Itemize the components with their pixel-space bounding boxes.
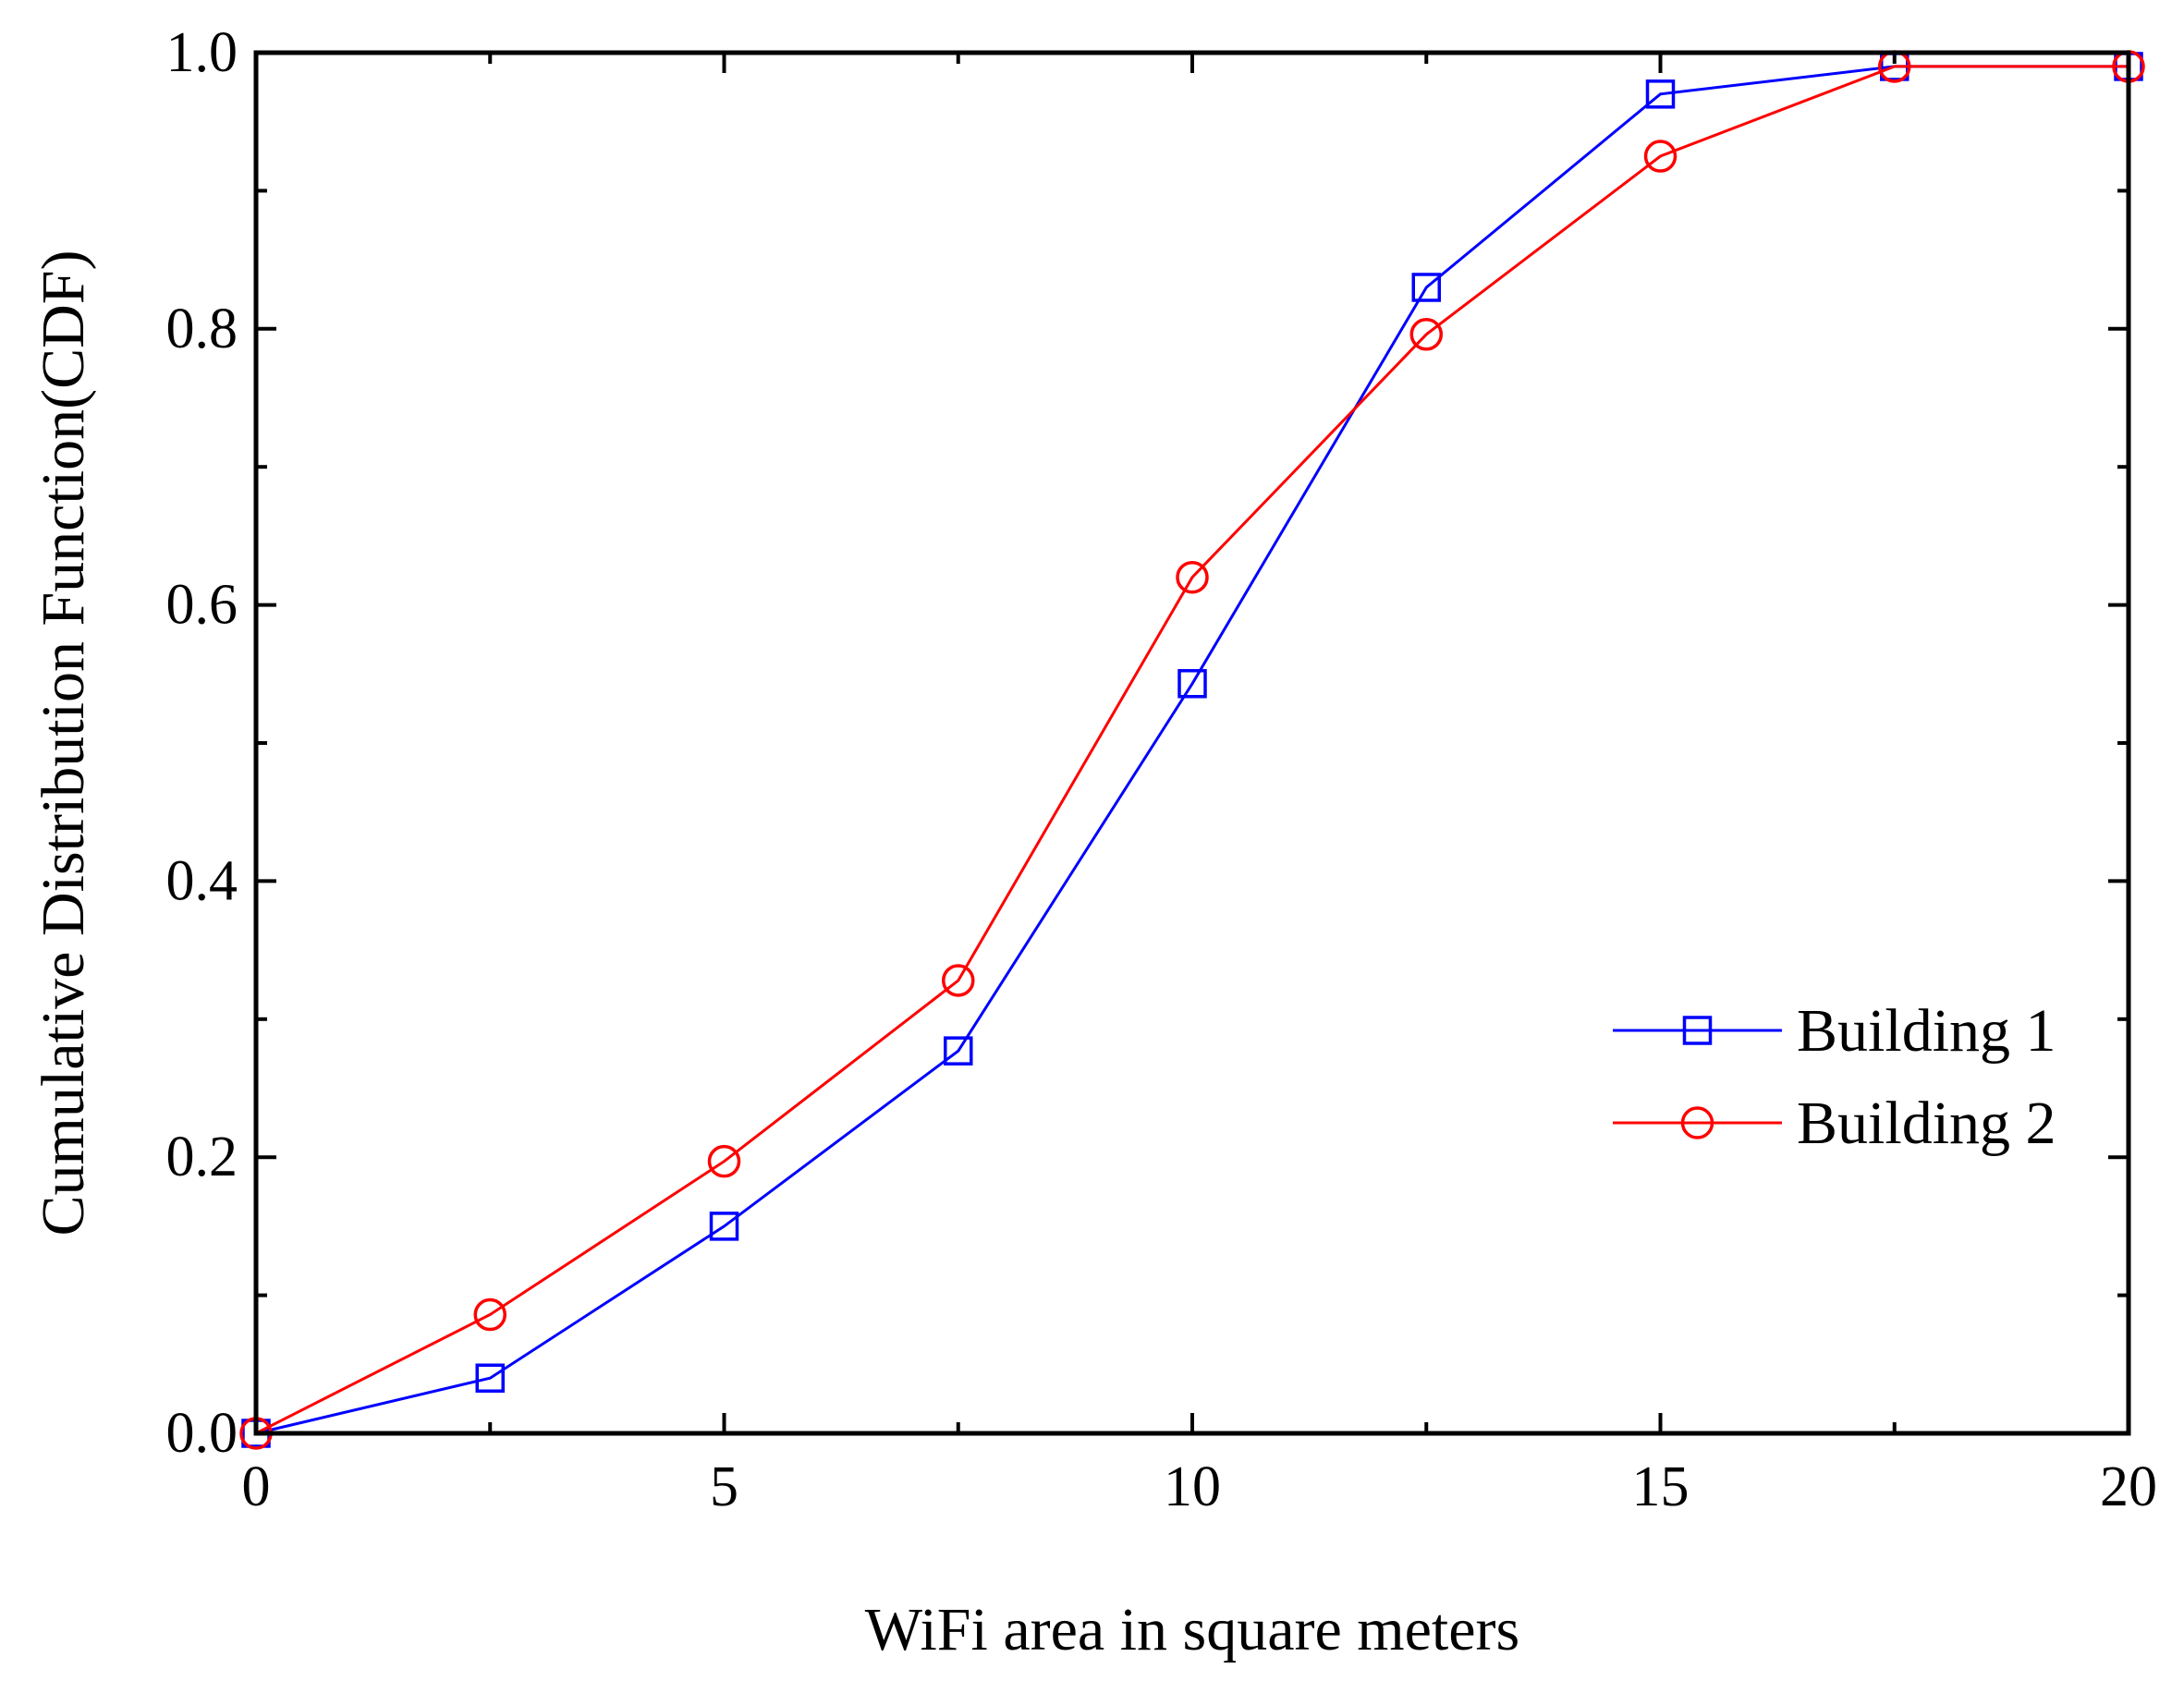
axis-ticks [254, 51, 2130, 1435]
series-2 [239, 50, 2145, 1450]
series-2-line [255, 65, 2129, 1435]
legend-label: Building 2 [1797, 1090, 2056, 1157]
x-tick-label: 15 [1632, 1456, 1690, 1518]
series-1-line [255, 65, 2129, 1435]
plot-frame [253, 50, 2131, 1436]
y-tick-label: 0.8 [166, 298, 238, 360]
series-layer [239, 50, 2145, 1450]
legend: Building 1 Building 2 [1613, 997, 2056, 1157]
x-tick-label: 5 [710, 1456, 738, 1518]
series-1-point [1411, 273, 1441, 302]
legend-marker [1680, 1106, 1714, 1139]
x-tick-label: 0 [242, 1456, 271, 1518]
x-tick-label: 20 [2100, 1456, 2157, 1518]
series-2-point [1409, 318, 1443, 351]
y-tick-label: 0.6 [166, 574, 238, 637]
series-1-point [1645, 79, 1676, 109]
series-1-point [709, 1212, 739, 1241]
series-1-point [475, 1363, 505, 1393]
y-axis-title: Cumulative Distribution Function(CDF) [30, 250, 97, 1236]
series-2-point [473, 1297, 506, 1332]
legend-item: Building 2 [1613, 1090, 2056, 1157]
series-2-point [1176, 560, 1209, 594]
y-tick-label: 1.0 [166, 21, 238, 84]
legend-label: Building 1 [1797, 997, 2056, 1065]
x-axis-title: WiFi area in square meters [865, 1596, 1519, 1663]
series-2-point [1643, 140, 1678, 173]
x-tick-label: 10 [1164, 1456, 1221, 1518]
series-2-point [942, 964, 975, 997]
series-2-point [707, 1144, 741, 1178]
y-tick-label: 0.0 [166, 1402, 238, 1465]
series-1-point [1177, 669, 1207, 699]
legend-item: Building 1 [1613, 997, 2056, 1065]
tick-labels: 0 5 10 15 20 0.0 0.2 0.4 0.6 0.8 1.0 [166, 21, 2158, 1518]
series-1 [241, 52, 2143, 1448]
legend-marker [1682, 1016, 1713, 1045]
y-tick-label: 0.4 [166, 849, 238, 912]
y-tick-label: 0.2 [166, 1126, 238, 1188]
series-1-point [944, 1036, 973, 1066]
